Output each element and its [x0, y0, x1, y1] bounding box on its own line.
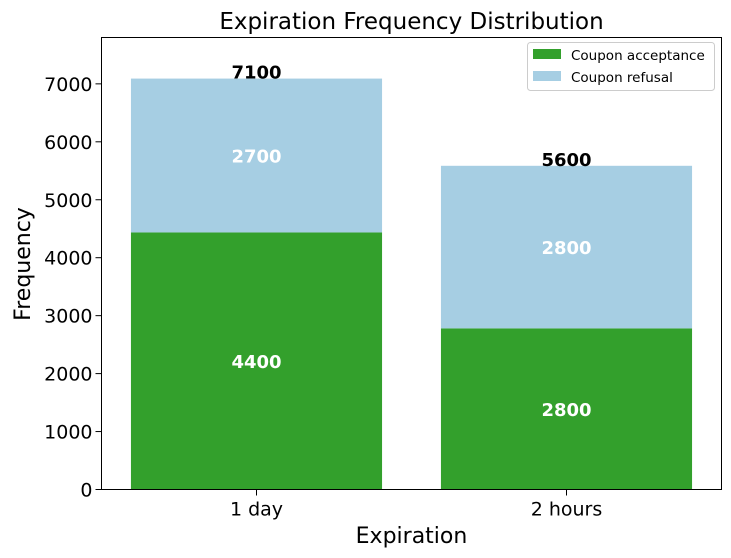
plot-frame [101, 37, 722, 490]
x-axis: 1 day 2 hours [230, 489, 603, 521]
x-tick-label-1: 2 hours [531, 499, 603, 521]
total-labels-group: 7100 5600 [231, 63, 591, 171]
y-tick-label-3: 3000 [44, 306, 92, 328]
bar-acceptance-0 [130, 232, 383, 490]
legend: Coupon acceptance Coupon refusal [527, 42, 715, 91]
x-axis-title: Expiration [356, 524, 468, 549]
y-tick-label-0: 0 [80, 480, 92, 502]
chart-title: Expiration Frequency Distribution [219, 9, 603, 35]
bar-refusal-0 [130, 78, 383, 233]
legend-box [527, 42, 715, 91]
x-tick-label-0: 1 day [230, 499, 283, 521]
y-tick-label-1: 1000 [44, 422, 92, 444]
segment-label-acceptance-1: 2800 [541, 400, 591, 421]
bars-group [130, 78, 693, 490]
segment-label-refusal-0: 2700 [231, 147, 281, 168]
total-label-1: 5600 [541, 150, 591, 171]
y-tick-label-5: 5000 [44, 190, 92, 212]
segment-labels-group: 4400 2700 2800 2800 [231, 147, 591, 421]
y-tick-label-7: 7000 [44, 74, 92, 96]
bar-refusal-1 [440, 165, 693, 329]
legend-label-refusal: Coupon refusal [571, 70, 673, 86]
segment-label-refusal-1: 2800 [541, 238, 591, 259]
y-tick-label-4: 4000 [44, 248, 92, 270]
y-tick-label-2: 2000 [44, 364, 92, 386]
segment-label-acceptance-0: 4400 [231, 352, 281, 373]
y-axis: 0 1000 2000 3000 4000 5000 6000 7000 [44, 74, 102, 502]
y-tick-label-6: 6000 [44, 132, 92, 154]
total-label-0: 7100 [231, 63, 281, 84]
bar-acceptance-1 [440, 328, 693, 490]
legend-swatch-refusal [533, 71, 561, 81]
legend-swatch-acceptance [533, 49, 561, 59]
legend-label-acceptance: Coupon acceptance [571, 48, 705, 64]
y-axis-title: Frequency [11, 207, 36, 321]
